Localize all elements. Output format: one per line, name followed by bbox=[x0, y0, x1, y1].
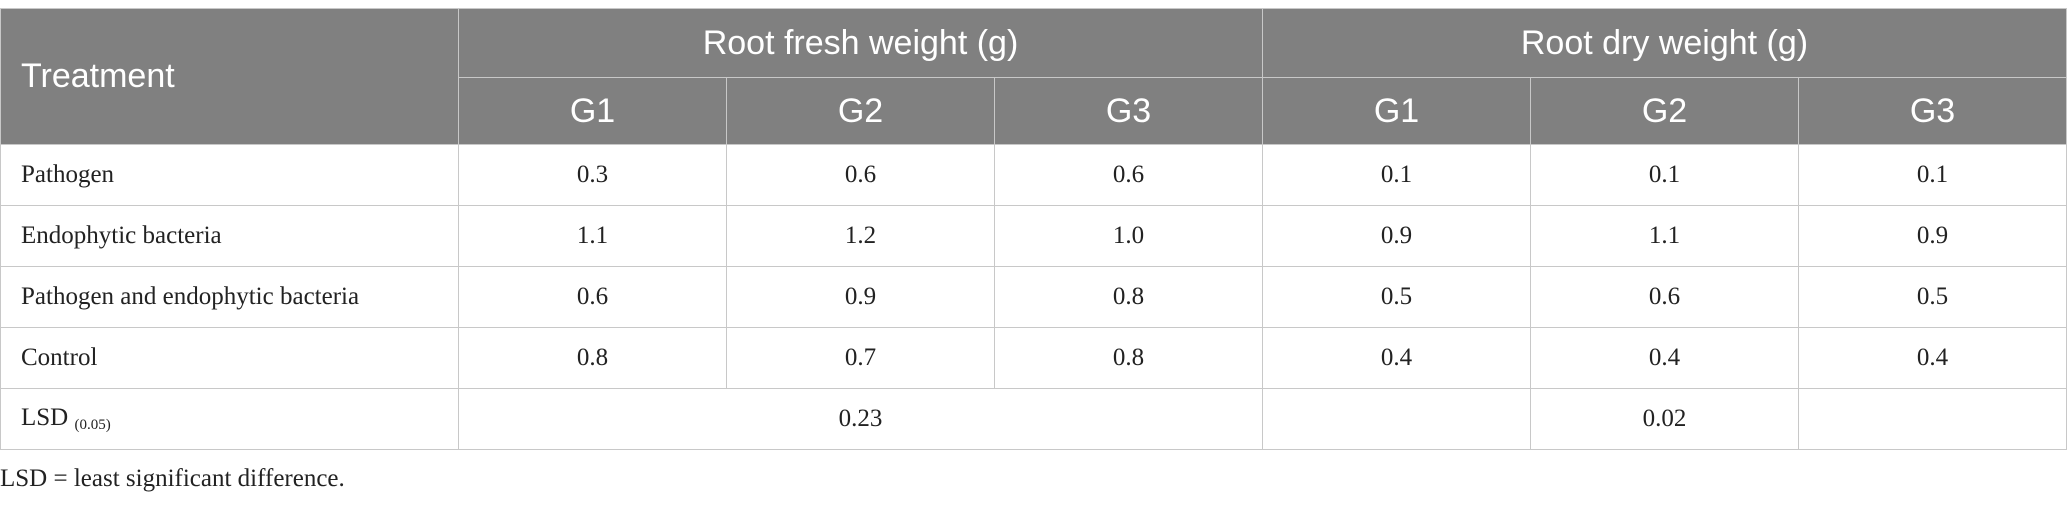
table-cell: 0.6 bbox=[458, 266, 727, 328]
table-cell: 0.8 bbox=[994, 327, 1263, 389]
lsd-label-cell: LSD (0.05) bbox=[0, 388, 459, 450]
table-cell: 0.4 bbox=[1798, 327, 2067, 389]
subheader-dry-g1: G1 bbox=[1262, 77, 1531, 145]
table-cell: 1.2 bbox=[726, 205, 995, 267]
lsd-row: LSD (0.05) 0.23 0.02 bbox=[0, 388, 2067, 450]
subheader-fresh-g1: G1 bbox=[458, 77, 727, 145]
subheader-dry-g2: G2 bbox=[1530, 77, 1799, 145]
table-cell: 0.9 bbox=[1262, 205, 1531, 267]
lsd-subscript: (0.05) bbox=[74, 417, 111, 433]
row-label: Pathogen and endophytic bacteria bbox=[0, 266, 459, 328]
lsd-dry-empty-left bbox=[1262, 388, 1531, 450]
table-cell: 0.6 bbox=[726, 144, 995, 206]
root-weight-table: Treatment Root fresh weight (g) Root dry… bbox=[0, 8, 2067, 450]
lsd-fresh-value: 0.23 bbox=[458, 388, 1263, 450]
table-cell: 0.5 bbox=[1262, 266, 1531, 328]
table-container: Treatment Root fresh weight (g) Root dry… bbox=[0, 8, 2067, 450]
row-label: Endophytic bacteria bbox=[0, 205, 459, 267]
group-header-fresh-weight: Root fresh weight (g) bbox=[458, 8, 1263, 78]
table-cell: 0.9 bbox=[726, 266, 995, 328]
lsd-dry-value: 0.02 bbox=[1530, 388, 1799, 450]
table-cell: 0.4 bbox=[1262, 327, 1531, 389]
lsd-label: LSD bbox=[21, 404, 69, 431]
table-footnote: LSD = least significant difference. bbox=[0, 465, 345, 492]
table-row: Control 0.8 0.7 0.8 0.4 0.4 0.4 bbox=[0, 327, 2067, 389]
table-cell: 0.6 bbox=[1530, 266, 1799, 328]
table-cell: 0.8 bbox=[994, 266, 1263, 328]
table-cell: 0.1 bbox=[1798, 144, 2067, 206]
treatment-header: Treatment bbox=[0, 8, 459, 145]
table-cell: 0.7 bbox=[726, 327, 995, 389]
table-cell: 0.1 bbox=[1530, 144, 1799, 206]
subheader-dry-g3: G3 bbox=[1798, 77, 2067, 145]
group-header-dry-weight: Root dry weight (g) bbox=[1262, 8, 2067, 78]
table-cell: 0.1 bbox=[1262, 144, 1531, 206]
table-cell: 0.5 bbox=[1798, 266, 2067, 328]
header-row-groups: Treatment Root fresh weight (g) Root dry… bbox=[0, 8, 2067, 145]
table-row: Pathogen 0.3 0.6 0.6 0.1 0.1 0.1 bbox=[0, 144, 2067, 206]
table-cell: 1.0 bbox=[994, 205, 1263, 267]
subheader-fresh-g3: G3 bbox=[994, 77, 1263, 145]
row-label: Pathogen bbox=[0, 144, 459, 206]
header-row-subgroups: G1 G2 G3 G1 G2 G3 bbox=[1, 77, 2067, 145]
table-cell: 0.9 bbox=[1798, 205, 2067, 267]
table-cell: 1.1 bbox=[1530, 205, 1799, 267]
table-cell: 0.6 bbox=[994, 144, 1263, 206]
lsd-dry-empty-right bbox=[1798, 388, 2067, 450]
row-label: Control bbox=[0, 327, 459, 389]
table-cell: 1.1 bbox=[458, 205, 727, 267]
table-row: Endophytic bacteria 1.1 1.2 1.0 0.9 1.1 … bbox=[0, 205, 2067, 267]
table-row: Pathogen and endophytic bacteria 0.6 0.9… bbox=[0, 266, 2067, 328]
table-cell: 0.3 bbox=[458, 144, 727, 206]
table-cell: 0.8 bbox=[458, 327, 727, 389]
subheader-fresh-g2: G2 bbox=[726, 77, 995, 145]
table-cell: 0.4 bbox=[1530, 327, 1799, 389]
